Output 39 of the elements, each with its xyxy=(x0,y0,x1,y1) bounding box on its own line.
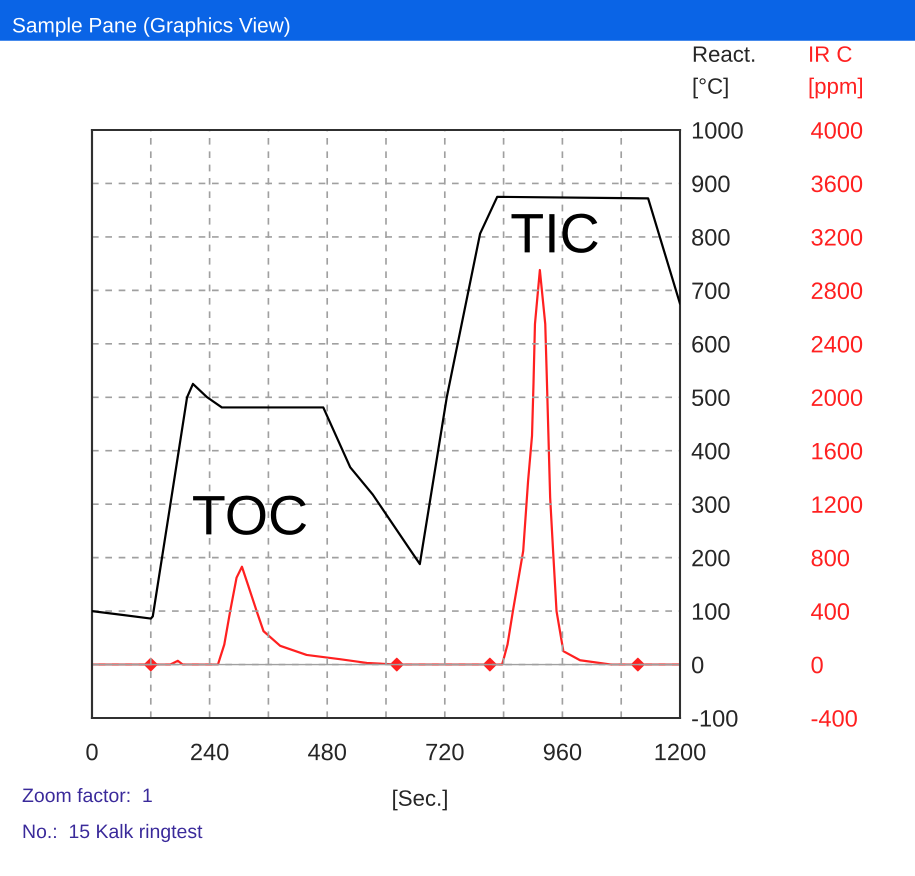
y-tick-label: 800 xyxy=(692,228,730,246)
y-tick-label: 600 xyxy=(692,336,730,353)
text: No.: 15 Kalk ringtest xyxy=(24,824,202,842)
text: Zoom factor: 1 xyxy=(22,788,152,802)
y2-tick-label: 3200 xyxy=(811,228,862,246)
annotation: TOC xyxy=(193,496,306,535)
y2-tick-label: 4000 xyxy=(811,122,862,139)
x-tick-label: 480 xyxy=(308,744,346,760)
y2-tick-label: 0 xyxy=(811,656,823,674)
y2-axis-title: IR C [ppm] xyxy=(810,46,862,98)
x-tick-label: 240 xyxy=(191,744,228,760)
x-tick-label: 1200 xyxy=(656,744,706,760)
annotation: TIC xyxy=(512,214,598,253)
x-tick-label: 0 xyxy=(86,744,98,760)
x-tick-label: 960 xyxy=(544,744,582,760)
y2-tick-label: 2400 xyxy=(812,336,862,353)
y-axis-title: React. [°C] xyxy=(694,46,754,98)
y-tick-label: 700 xyxy=(692,282,730,300)
x-axis-title: [Sec.] xyxy=(393,790,447,810)
y2-tick-label: 2000 xyxy=(812,389,862,406)
y-tick-label: 500 xyxy=(692,389,730,406)
x-tick-label: 720 xyxy=(426,744,464,760)
y2-tick-label: 3600 xyxy=(811,176,862,192)
y2-tick-label: 400 xyxy=(811,603,850,620)
y2-tick-label: 800 xyxy=(812,550,850,566)
y-tick-label: 400 xyxy=(692,442,730,460)
y-tick-label: 300 xyxy=(692,496,730,513)
y-tick-label: 1000 xyxy=(692,122,743,139)
y-tick-label: 200 xyxy=(692,550,730,566)
y-tick-label: 100 xyxy=(692,603,730,620)
line-series xyxy=(92,196,680,620)
y2-tick-label: 2800 xyxy=(812,282,862,300)
y-tick-label: -100 xyxy=(692,710,738,727)
y2-tick-label: -400 xyxy=(812,710,857,727)
y-tick-label: 0 xyxy=(692,656,704,674)
chart-title: Sample Pane (Graphics View) xyxy=(12,17,290,37)
y2-tick-label: 1600 xyxy=(812,442,862,460)
y-tick-label: 900 xyxy=(692,176,730,192)
y2-tick-label: 1200 xyxy=(812,496,862,513)
